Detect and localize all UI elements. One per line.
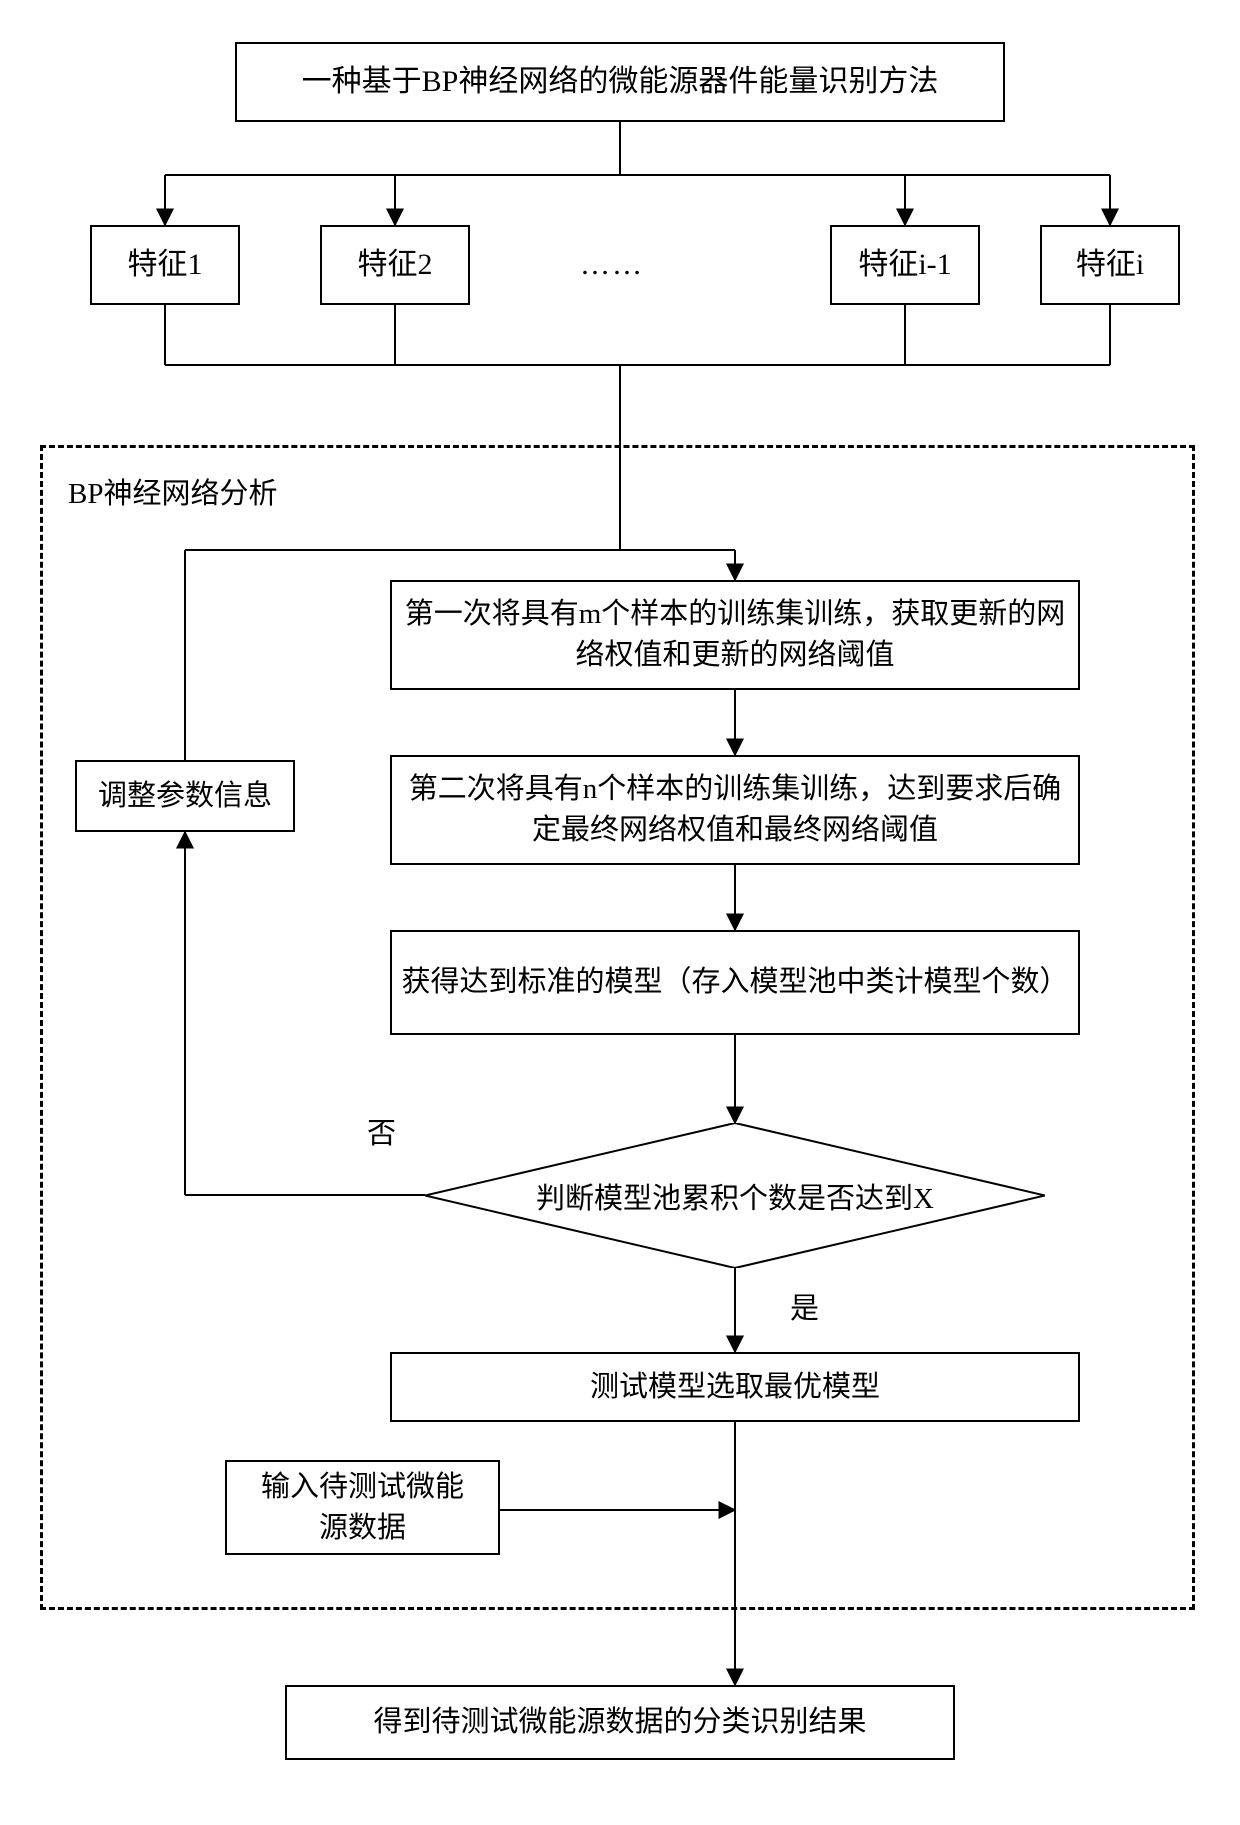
feature-ellipsis: …… — [580, 248, 644, 282]
bp-nn-container-label: BP神经网络分析 — [68, 470, 277, 512]
feature-1-box: 特征1 — [90, 225, 240, 305]
step1-text: 第一次将具有m个样本的训练集训练，获取更新的网络权值和更新的网络阈值 — [400, 594, 1070, 675]
final-result-box: 得到待测试微能源数据的分类识别结果 — [285, 1685, 955, 1760]
step1-box: 第一次将具有m个样本的训练集训练，获取更新的网络权值和更新的网络阈值 — [390, 580, 1080, 690]
decision-yes-label: 是 — [790, 1285, 819, 1327]
feature-label: 特征2 — [358, 244, 433, 286]
test-model-box: 测试模型选取最优模型 — [390, 1352, 1080, 1422]
title-box: 一种基于BP神经网络的微能源器件能量识别方法 — [235, 42, 1005, 122]
feature-i-box: 特征i — [1040, 225, 1180, 305]
final-result-text: 得到待测试微能源数据的分类识别结果 — [373, 1702, 866, 1743]
step3-box: 获得达到标准的模型（存入模型池中类计模型个数） — [390, 930, 1080, 1035]
step3-text: 获得达到标准的模型（存入模型池中类计模型个数） — [401, 962, 1068, 1003]
input-data-box: 输入待测试微能 源数据 — [225, 1460, 500, 1555]
feature-label: 特征i-1 — [858, 244, 951, 286]
feature-label: 特征i — [1076, 244, 1144, 286]
decision-no-label: 否 — [367, 1110, 396, 1152]
step2-box: 第二次将具有n个样本的训练集训练，达到要求后确定最终网络权值和最终网络阈值 — [390, 755, 1080, 865]
input-data-text: 输入待测试微能 源数据 — [261, 1467, 464, 1548]
adjust-params-text: 调整参数信息 — [98, 776, 272, 817]
adjust-params-box: 调整参数信息 — [75, 760, 295, 832]
step2-text: 第二次将具有n个样本的训练集训练，达到要求后确定最终网络权值和最终网络阈值 — [400, 769, 1070, 850]
decision-diamond: 判断模型池累积个数是否达到X — [425, 1123, 1045, 1268]
title-text: 一种基于BP神经网络的微能源器件能量识别方法 — [302, 61, 939, 103]
feature-2-box: 特征2 — [320, 225, 470, 305]
test-model-text: 测试模型选取最优模型 — [590, 1367, 880, 1408]
feature-label: 特征1 — [128, 244, 203, 286]
feature-im1-box: 特征i-1 — [830, 225, 980, 305]
diamond-text: 判断模型池累积个数是否达到X — [536, 1175, 934, 1217]
